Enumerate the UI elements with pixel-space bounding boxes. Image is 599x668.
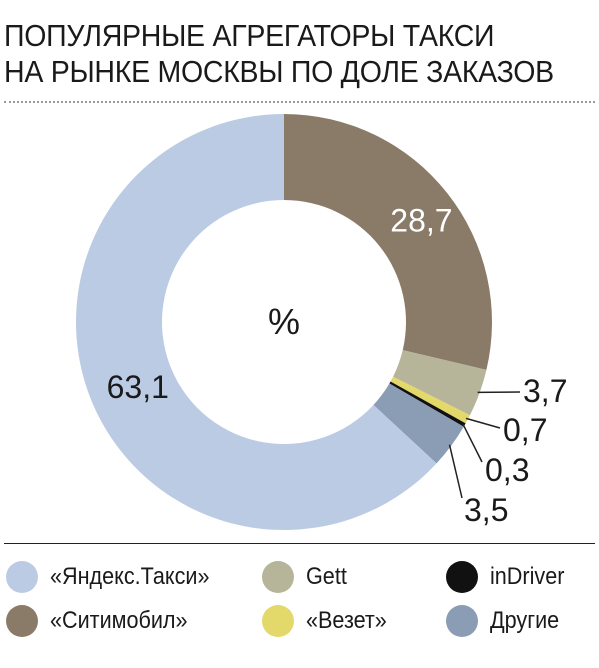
data-label-yandex: 63,1: [107, 369, 169, 405]
leader-line-indriver: [462, 423, 483, 463]
donut-chart: % 28,7 63,1 3,70,7 0,3 3,5: [76, 113, 567, 530]
legend-item-gett: Gett: [262, 561, 351, 593]
legend-label-gett: Gett: [306, 563, 347, 590]
leader-line-vezet: [465, 417, 501, 429]
slice-citymobil: [284, 114, 492, 370]
legend-swatch-gett: [262, 561, 294, 593]
legend-label-citymobil: «Ситимобил»: [50, 607, 188, 634]
legend-item-other: Другие: [446, 605, 567, 637]
legend: «Яндекс.Такси» Gett inDriver «Ситимобил»…: [0, 556, 599, 656]
slice-yandex: [76, 113, 437, 530]
legend-label-yandex: «Яндекс.Такси»: [50, 563, 210, 590]
slice-other: [373, 383, 464, 464]
legend-label-other: Другие: [490, 607, 560, 634]
legend-divider: [4, 543, 595, 544]
legend-item-citymobil: «Ситимобил»: [6, 605, 203, 637]
slice-vezet: [390, 376, 470, 424]
center-unit-label: %: [268, 301, 300, 342]
legend-label-indriver: inDriver: [490, 563, 565, 590]
chart-title-line-1: Популярные агрегаторы такси: [4, 18, 495, 53]
legend-swatch-citymobil: [6, 605, 38, 637]
data-label-indriver: 0,3: [485, 452, 529, 488]
slice-gett: [393, 350, 487, 416]
legend-item-vezet: «Везет»: [262, 605, 396, 637]
slice-indriver: [389, 381, 466, 427]
legend-swatch-indriver: [446, 561, 478, 593]
legend-item-yandex: «Яндекс.Такси»: [6, 561, 227, 593]
data-label-gett: 3,7: [523, 373, 567, 409]
title-divider: [4, 101, 595, 103]
chart-title-line-2: на рынке Москвы по доле заказов: [4, 54, 554, 89]
legend-item-indriver: inDriver: [446, 561, 573, 593]
legend-swatch-other: [446, 605, 478, 637]
legend-swatch-vezet: [262, 605, 294, 637]
data-label-vezet: 0,7: [503, 412, 547, 448]
leader-line-other: [448, 444, 463, 499]
data-label-citymobil: 28,7: [390, 203, 452, 239]
legend-swatch-yandex: [6, 561, 38, 593]
chart-title: Популярные агрегаторы такси на рынке Мос…: [4, 18, 554, 90]
legend-label-vezet: «Везет»: [306, 607, 387, 634]
data-label-other: 3,5: [464, 492, 508, 528]
